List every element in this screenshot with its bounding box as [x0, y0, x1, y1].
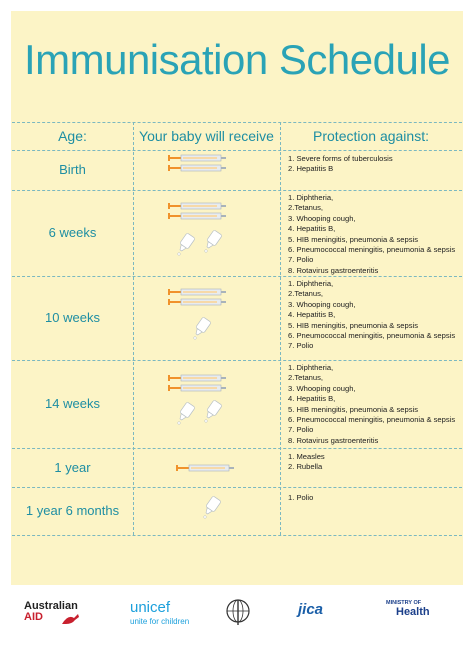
logo-text: Health	[396, 606, 430, 618]
age-label: 14 weeks	[45, 396, 100, 411]
protection-item: 4. Hepatitis B,	[288, 310, 336, 320]
protection-item: 5. HIB meningitis, pneumonia & sepsis	[288, 404, 419, 414]
table-line	[12, 360, 462, 361]
column-header: Your baby will receive	[139, 128, 274, 144]
injection-icon	[167, 212, 227, 220]
table-line	[12, 448, 462, 449]
protection-list: 1. Diphtheria, 2.Tetanus, 3. Whooping coug…	[288, 193, 460, 276]
protection-item: 2.Tetanus,	[288, 203, 324, 213]
table-line	[12, 122, 462, 123]
injection-icon	[167, 298, 227, 306]
protection-item: 5. HIB meningitis, pneumonia & sepsis	[288, 234, 419, 244]
age-label: Birth	[59, 162, 86, 177]
protection-list: 1. Measles 2. Rubella	[288, 452, 460, 473]
oral-drop-icon	[203, 229, 223, 253]
logo-text: Australian	[24, 600, 78, 612]
logo-text: JICA	[298, 601, 324, 618]
column-header: Protection against:	[313, 128, 429, 144]
oral-drop-icon	[202, 495, 222, 519]
protection-item: 7. Polio	[288, 255, 314, 265]
age-label: 1 year	[54, 459, 91, 475]
protection-item: 1. Severe forms of tuberculosis	[288, 154, 393, 163]
protection-item: 1. Diphtheria,	[288, 193, 334, 202]
logo-text: unite for children	[130, 617, 190, 626]
kangaroo-icon	[62, 614, 79, 624]
protection-list: 1. Polio	[288, 493, 460, 503]
oral-drop-icon	[176, 232, 196, 256]
protection-list: 1. Diphtheria, 2.Tetanus, 3. Whooping coug…	[288, 363, 460, 446]
protection-item: 3. Whooping cough,	[288, 383, 356, 393]
protection-item: 8. Rotavirus gastroenteritis	[288, 435, 379, 445]
table-line	[12, 276, 462, 277]
protection-item: 5. HIB meningitis, pneumonia & sepsis	[288, 320, 419, 330]
protection-item: 2.Tetanus,	[288, 289, 324, 299]
table-line	[12, 190, 462, 191]
injection-icon	[167, 384, 227, 392]
table-line	[133, 122, 134, 535]
protection-item: 8. Rotavirus gastroenteritis	[288, 265, 379, 275]
protection-list: 1. Severe forms of tuberculosis 2. Hepati…	[288, 154, 460, 175]
protection-item: 6. Pneumococcal meningitis, pneumonia & …	[288, 245, 456, 255]
oral-drop-icon	[203, 399, 223, 423]
protection-item: 1. Diphtheria,	[288, 363, 334, 372]
table-line	[12, 535, 462, 536]
logo-text: Australian AID	[24, 601, 78, 623]
logo-text: AID	[24, 611, 43, 623]
protection-item: 3. Whooping cough,	[288, 299, 356, 309]
protection-item: 7. Polio	[288, 425, 314, 435]
table-line	[280, 122, 281, 535]
age-label: 1 year 6 months	[25, 503, 120, 518]
injection-icon	[175, 464, 235, 472]
background-panel	[11, 11, 463, 585]
who-emblem	[226, 599, 250, 625]
table-line	[12, 487, 462, 488]
title: Immunisation Schedule	[23, 36, 451, 83]
protection-item: 6. Pneumococcal meningitis, pneumonia & …	[288, 331, 456, 341]
protection-item: 1. Measles	[288, 452, 325, 461]
injection-icon	[167, 154, 227, 162]
protection-item: 4. Hepatitis B,	[288, 224, 336, 234]
logo-text: MINISTRY OF	[386, 600, 422, 606]
oral-drop-icon	[176, 401, 196, 425]
protection-item: 2. Rubella	[288, 462, 323, 472]
column-header: Age:	[58, 128, 87, 144]
injection-icon	[167, 202, 227, 210]
table-line	[12, 150, 462, 151]
protection-item: 7. Polio	[288, 341, 314, 351]
logo-text: unicef	[130, 599, 171, 616]
injection-icon	[167, 288, 227, 296]
age-label: 6 weeks	[48, 225, 97, 240]
protection-item: 1. Diphtheria,	[288, 279, 334, 288]
oral-drop-icon	[192, 316, 212, 340]
protection-item: 4. Hepatitis B,	[288, 394, 336, 404]
injection-icon	[167, 374, 227, 382]
protection-list: 1. Diphtheria, 2.Tetanus, 3. Whooping coug…	[288, 279, 460, 352]
protection-item: 2. Hepatitis B	[288, 164, 334, 174]
protection-item: 1. Polio	[288, 493, 314, 502]
protection-item: 3. Whooping cough,	[288, 213, 356, 223]
protection-item: 6. Pneumococcal meningitis, pneumonia & …	[288, 415, 456, 425]
age-label: 10 weeks	[45, 310, 100, 325]
protection-item: 2.Tetanus,	[288, 373, 324, 383]
injection-icon	[167, 164, 227, 172]
